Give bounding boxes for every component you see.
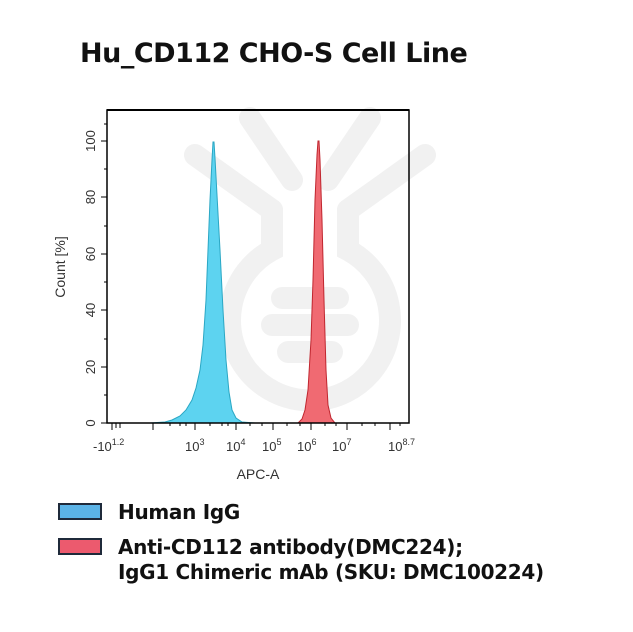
- y-axis-label: Count [%]: [52, 236, 68, 297]
- svg-text:40: 40: [83, 303, 98, 317]
- svg-text:0: 0: [83, 419, 98, 426]
- svg-text:60: 60: [83, 247, 98, 261]
- legend-label: Anti-CD112 antibody(DMC224);: [118, 535, 463, 559]
- svg-text:107: 107: [332, 437, 351, 454]
- svg-text:103: 103: [185, 437, 204, 454]
- y-tick-labels: 0 20 40 60 80 100: [83, 130, 98, 426]
- legend-swatch-red: [58, 538, 102, 555]
- chart-title: Hu_CD112 CHO-S Cell Line: [80, 38, 468, 69]
- svg-text:106: 106: [297, 437, 316, 454]
- legend-label: Human IgG: [118, 500, 240, 524]
- x-axis-label: APC-A: [237, 466, 280, 482]
- svg-text:108.7: 108.7: [388, 437, 415, 454]
- svg-text:-101.2: -101.2: [93, 437, 124, 454]
- svg-text:105: 105: [262, 437, 281, 454]
- anti-cd112-histogram: [296, 140, 337, 424]
- watermark-logo: [184, 107, 436, 412]
- chart-legend: Human IgG Anti-CD112 antibody(DMC224); I…: [58, 500, 544, 595]
- legend-item-anti-cd112: Anti-CD112 antibody(DMC224); IgG1 Chimer…: [58, 535, 544, 585]
- svg-text:100: 100: [83, 130, 98, 152]
- svg-text:20: 20: [83, 360, 98, 374]
- legend-item-human-igg: Human IgG: [58, 500, 544, 525]
- svg-text:104: 104: [226, 437, 245, 454]
- x-axis-ticks: [111, 423, 401, 430]
- human-igg-histogram: [149, 141, 256, 424]
- x-tick-labels: -101.2 103 104 105 106 107 108.7: [93, 437, 415, 454]
- y-axis-ticks: [101, 123, 107, 424]
- legend-swatch-blue: [58, 503, 102, 520]
- svg-text:80: 80: [83, 190, 98, 204]
- legend-label-line2: IgG1 Chimeric mAb (SKU: DMC100224): [118, 560, 544, 584]
